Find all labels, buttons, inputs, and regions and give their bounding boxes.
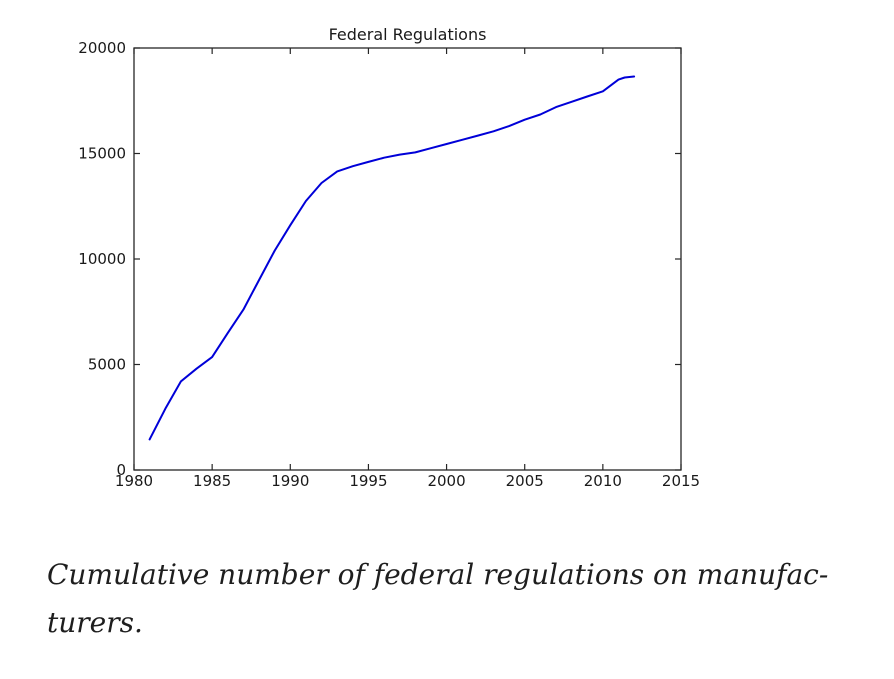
plot-border xyxy=(133,47,682,471)
x-tick-label: 1995 xyxy=(349,472,387,490)
figure-caption: Cumulative number of federal regulations… xyxy=(47,551,828,647)
x-tick-label: 1985 xyxy=(193,472,231,490)
figure-caption-line-1: Cumulative number of federal regulations… xyxy=(47,558,829,591)
x-tick-label: 1980 xyxy=(115,472,153,490)
y-tick-label: 15000 xyxy=(78,145,126,163)
line-chart: 1980 1985 1990 1995 2000 2005 2010 2015 0 5000 100… xyxy=(78,25,700,490)
figure-caption-line-2: turers. xyxy=(47,606,143,639)
x-tick-label: 2000 xyxy=(427,472,465,490)
y-tick-label: 20000 xyxy=(78,39,126,57)
x-tick-label: 1990 xyxy=(271,472,309,490)
y-tick-label: 5000 xyxy=(88,356,126,374)
y-tick-label: 0 xyxy=(116,461,126,479)
regulations-chart-figure: 1980 1985 1990 1995 2000 2005 2010 2015 0 5000 100… xyxy=(78,25,700,490)
x-tick-label: 2010 xyxy=(584,472,622,490)
x-tick-label: 2015 xyxy=(662,472,700,490)
chart-title: Federal Regulations xyxy=(329,25,487,44)
data-line xyxy=(148,75,636,441)
x-tick-label: 2005 xyxy=(506,472,544,490)
y-tick-label: 10000 xyxy=(78,250,126,268)
